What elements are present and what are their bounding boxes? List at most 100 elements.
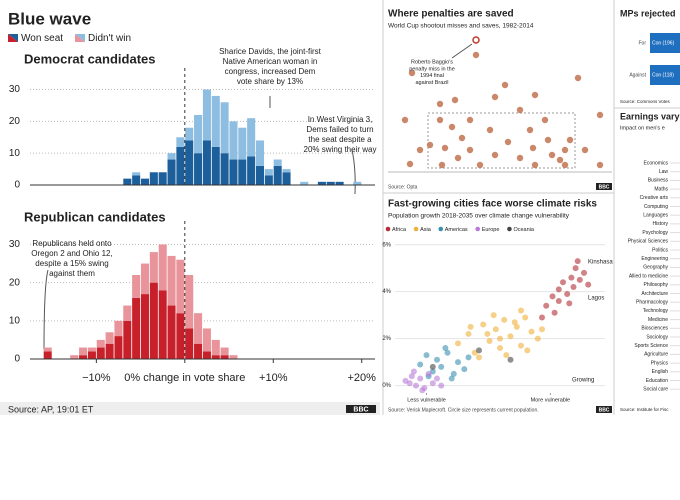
panel-subtitle: Impact on men's e — [620, 125, 665, 131]
bar — [282, 169, 291, 173]
logo-bg — [346, 405, 376, 413]
legend-label: Oceania — [513, 227, 534, 233]
y-tick-label: 20 — [9, 277, 21, 288]
bar — [211, 95, 220, 147]
bar — [220, 347, 229, 356]
point — [501, 316, 508, 323]
bar — [282, 172, 291, 185]
legend-dot — [507, 226, 512, 232]
row-label: Politics — [652, 247, 668, 253]
y-tick-label: 20 — [9, 116, 21, 127]
x-tick-label: +20% — [348, 372, 377, 384]
point — [522, 314, 529, 321]
legend-label: Didn't win — [88, 33, 131, 44]
bar — [264, 169, 273, 176]
point — [476, 354, 482, 361]
logo-bg — [596, 183, 612, 190]
point — [461, 366, 468, 373]
point — [572, 265, 579, 272]
point — [466, 116, 474, 124]
point — [476, 347, 482, 354]
bar — [255, 140, 265, 166]
annotation: 20% swing their way — [304, 145, 377, 154]
bar — [132, 275, 141, 298]
chart-title: Where penalties are saved — [388, 9, 514, 20]
point — [534, 335, 541, 342]
point — [444, 349, 451, 356]
legend-swatch — [75, 34, 85, 42]
point — [596, 161, 604, 169]
point — [465, 354, 472, 361]
source-bar — [0, 402, 380, 415]
row-label: Sociology — [646, 334, 668, 340]
point — [438, 382, 445, 389]
legend-dot — [413, 226, 419, 232]
bar — [132, 172, 141, 176]
point — [574, 258, 581, 265]
bar — [211, 355, 220, 359]
bar — [79, 355, 88, 359]
bar — [43, 347, 52, 352]
point — [484, 330, 491, 337]
point — [455, 340, 461, 347]
point — [458, 134, 466, 142]
legend-dot — [438, 226, 444, 232]
point — [539, 326, 545, 333]
row-label: Medicine — [648, 317, 668, 323]
annotation: vote share by 13% — [237, 77, 303, 86]
bar — [158, 172, 167, 185]
bar — [149, 172, 158, 185]
point — [490, 312, 497, 319]
row-label: Sports Science — [634, 343, 668, 349]
point — [450, 370, 457, 377]
point — [486, 337, 493, 344]
chart-title: Democrat candidates — [24, 51, 156, 66]
source: Source: AP, 19:01 ET — [8, 404, 94, 414]
bar — [220, 102, 229, 154]
row-label: Social care — [643, 387, 668, 393]
row-label: For — [639, 40, 647, 46]
point — [518, 307, 524, 314]
point — [436, 100, 444, 108]
annotation: the seat despite a — [308, 135, 372, 144]
row-label: Technology — [643, 308, 669, 314]
annotation: against Brazil — [415, 80, 448, 86]
point — [419, 387, 426, 394]
bar — [123, 178, 132, 185]
point — [401, 116, 409, 124]
point — [476, 161, 484, 169]
x-tick-label: −10% — [82, 372, 111, 384]
y-tick-label: 0 — [14, 180, 20, 191]
point — [429, 380, 436, 387]
point — [548, 151, 556, 159]
point — [561, 161, 569, 169]
point — [543, 302, 550, 309]
bar — [185, 275, 194, 329]
legend-dot — [385, 226, 391, 232]
annotation: Oregon 2 and Ohio 12, — [31, 249, 112, 258]
annotation: against them — [49, 269, 95, 278]
y-tick-label: 4% — [382, 289, 391, 295]
point — [566, 300, 573, 307]
bar — [247, 118, 256, 157]
bar — [238, 127, 247, 160]
y-tick-label: 10 — [9, 315, 21, 326]
row-label: History — [652, 221, 668, 227]
logo: BBC — [599, 407, 610, 413]
point — [544, 136, 552, 144]
annotation: congress, increased Dem — [225, 67, 316, 76]
bar — [167, 153, 176, 160]
point — [448, 123, 456, 131]
row-label: Biosciences — [641, 326, 668, 332]
bar — [238, 159, 247, 185]
point — [408, 373, 415, 380]
point — [596, 111, 604, 119]
bar — [149, 282, 158, 359]
point — [541, 116, 549, 124]
row-label: Philosophy — [644, 282, 669, 288]
point — [529, 144, 537, 152]
point — [560, 279, 566, 286]
bar — [211, 339, 220, 356]
point — [576, 276, 583, 283]
